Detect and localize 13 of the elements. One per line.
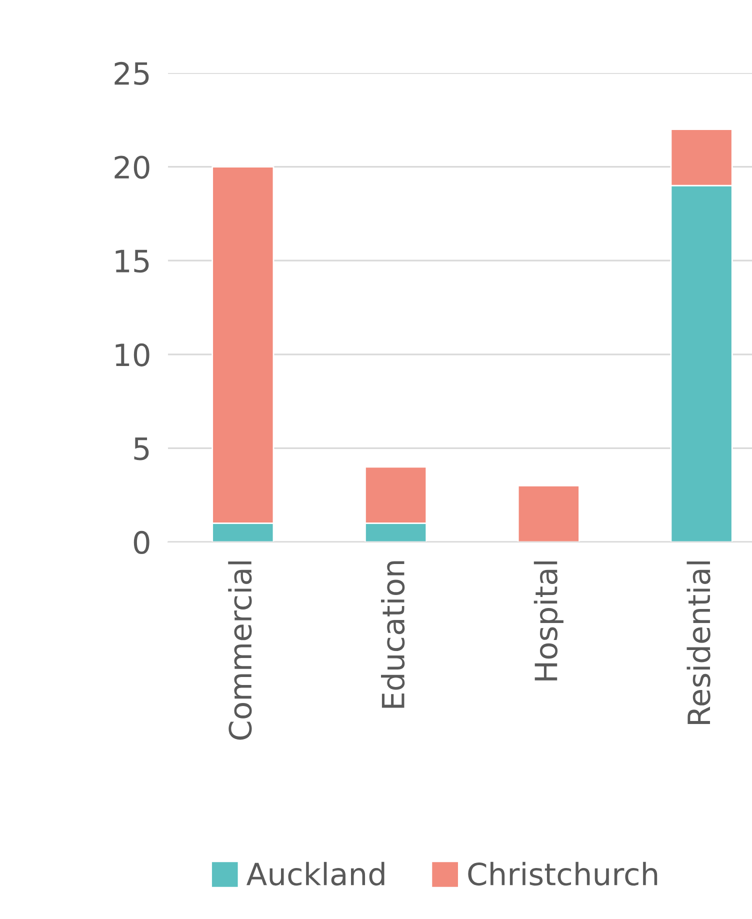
y-tick-label: 10: [116, 343, 150, 366]
x-tick-label: Hospital: [534, 562, 564, 680]
y-tick-label: 0: [134, 530, 150, 554]
bar: [517, 485, 580, 542]
legend-label: Christchurch: [468, 862, 658, 886]
legend-label: Auckland: [246, 862, 384, 886]
y-tick-label: 25: [114, 62, 149, 86]
x-tick-label: Residential: [686, 562, 710, 724]
y-tick-label: 20: [114, 156, 150, 179]
x-tick-label: Commercial: [228, 562, 252, 740]
x-tick-label: Education: [381, 561, 405, 708]
y-tick-label: 5: [134, 438, 149, 460]
y-tick-label: 15: [116, 250, 149, 273]
